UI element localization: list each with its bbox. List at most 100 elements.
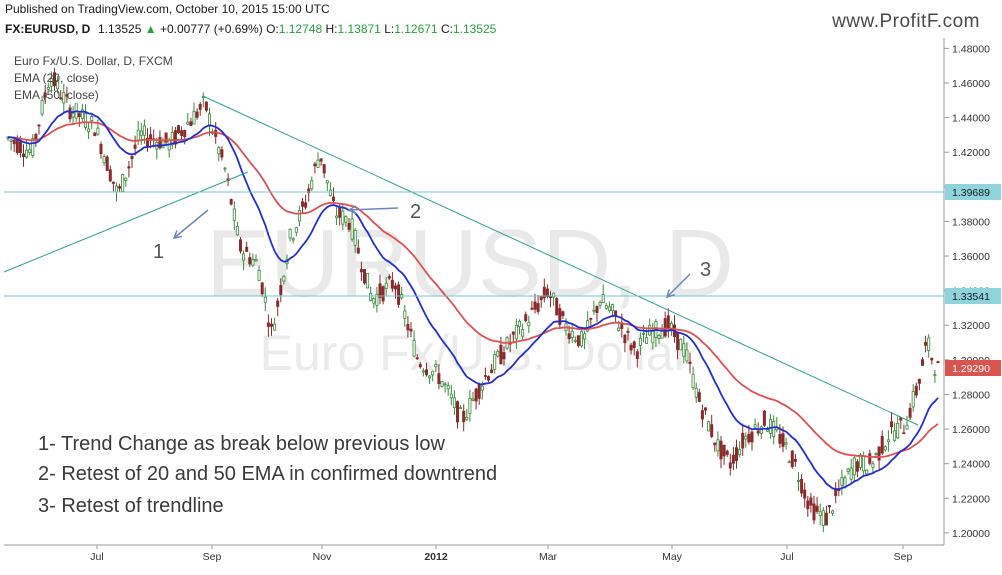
candle-body (300, 201, 304, 207)
candle-body (207, 113, 211, 127)
y-tick-label: 1.24000 (952, 459, 990, 471)
candles-group (6, 68, 940, 533)
candle-body (115, 185, 119, 193)
candle-body (471, 398, 475, 401)
y-tick-label: 1.42000 (952, 147, 990, 159)
candle-body (384, 282, 388, 289)
candle-body (589, 317, 593, 320)
candle-body (555, 298, 559, 316)
candle-body (545, 288, 549, 297)
candle-body (409, 328, 413, 332)
candle-body (930, 357, 934, 361)
candle-body (753, 424, 757, 428)
candle-body (335, 215, 339, 219)
candle-body (502, 352, 506, 360)
candle-body (769, 419, 773, 434)
candle-body (493, 354, 497, 370)
candle-body (59, 97, 63, 100)
candle-body (790, 450, 794, 468)
candle-body (883, 446, 887, 451)
candle-body (62, 92, 66, 104)
candle-body (663, 318, 667, 337)
candle-body (195, 111, 199, 118)
candle-body (859, 454, 863, 468)
candle-body (539, 295, 543, 301)
note-line-3: 3- Retest of trendline (38, 495, 224, 517)
x-tick-label: 2012 (424, 551, 448, 563)
candle-body (310, 180, 314, 190)
candle-body (390, 279, 394, 289)
candle-body (722, 444, 726, 457)
candle-body (428, 375, 432, 379)
candle-body (84, 113, 88, 128)
candle-body (102, 156, 106, 164)
candle-body (260, 282, 264, 295)
price-label-text: 1.39689 (952, 187, 990, 199)
candle-body (704, 407, 708, 411)
candle-body (393, 285, 397, 290)
candle-body (111, 181, 115, 184)
candle-body (96, 127, 100, 135)
candle-body (558, 308, 562, 325)
low-label: L: (384, 22, 395, 36)
candle-body (465, 416, 469, 421)
y-tick-label: 1.36000 (952, 251, 990, 263)
candle-body (124, 177, 128, 181)
candle-body (341, 210, 345, 225)
y-tick-label: 1.22000 (952, 493, 990, 505)
candle-body (862, 455, 866, 472)
candle-body (99, 144, 103, 155)
candle-body (567, 333, 571, 340)
candle-body (905, 424, 909, 430)
candle-body (455, 401, 459, 423)
candle-body (25, 149, 29, 158)
candle-body (474, 388, 478, 402)
close-value: 1.13525 (452, 22, 497, 36)
candle-body (490, 369, 494, 374)
candle-body (139, 130, 143, 136)
candle-body (821, 510, 825, 527)
candle-body (415, 357, 419, 360)
candle-body (552, 292, 556, 298)
candle-body (483, 375, 487, 377)
candle-body (524, 314, 528, 322)
arrow-1 (173, 209, 209, 239)
y-tick-label: 1.32000 (952, 320, 990, 332)
price-label-text: 1.29290 (952, 363, 990, 375)
candle-body (840, 476, 844, 486)
legend-ema50[interactable]: EMA (50, close) (14, 88, 99, 102)
candle-body (232, 208, 236, 221)
candle-body (849, 467, 853, 480)
candle-body (893, 430, 897, 441)
candle-body (635, 351, 639, 359)
candle-body (629, 344, 633, 351)
candle-body (614, 310, 618, 316)
candle-body (632, 341, 636, 348)
candle-body (874, 453, 878, 455)
candle-body (626, 330, 630, 333)
candle-body (815, 505, 819, 512)
candle-body (331, 196, 335, 201)
candle-body (896, 422, 900, 439)
candle-body (530, 307, 534, 310)
candle-body (511, 331, 515, 335)
candle-body (136, 129, 140, 142)
candle-body (806, 500, 810, 510)
candle-body (797, 479, 801, 482)
candle-body (257, 269, 261, 281)
candle-body (917, 378, 921, 384)
candle-body (80, 109, 84, 119)
candle-body (542, 286, 546, 299)
candle-body (620, 323, 624, 329)
plot-area (4, 38, 944, 545)
ema20-line (7, 110, 939, 491)
candle-body (158, 136, 162, 149)
open-value: 1.12748 (278, 22, 323, 36)
published-bar: Published on TradingView.com, October 10… (0, 0, 1002, 19)
candle-body (744, 435, 748, 440)
price-values: 1.13525 ▲ +0.00777 (+0.69%) O:1.12748 H:… (98, 22, 496, 36)
candle-body (189, 121, 193, 126)
candle-body (772, 420, 776, 438)
legend-ema20[interactable]: EMA (20, close) (14, 71, 99, 85)
